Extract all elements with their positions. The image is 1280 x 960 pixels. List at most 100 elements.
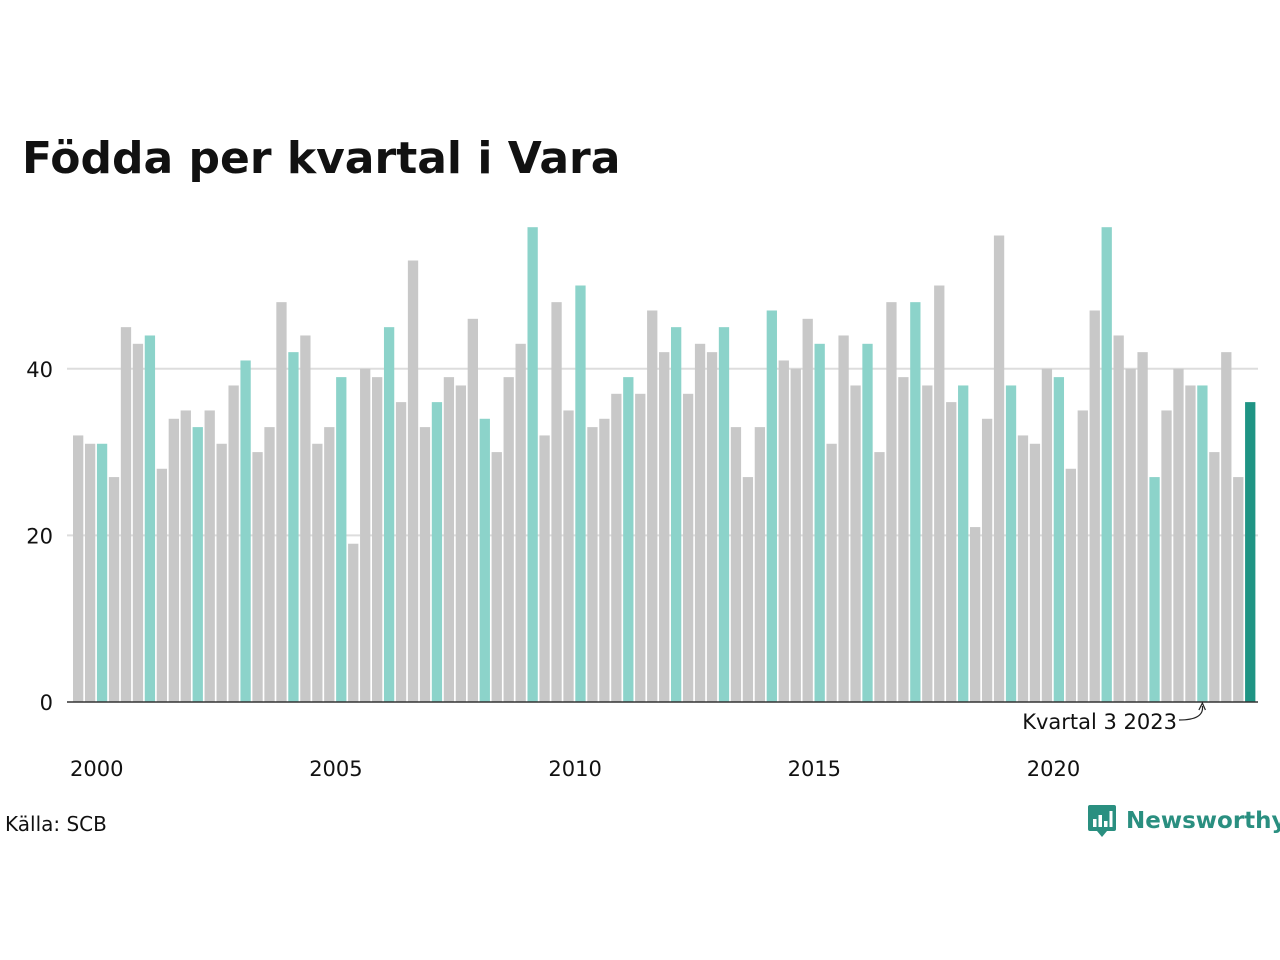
bar xyxy=(563,410,574,702)
bar xyxy=(395,402,407,702)
bar xyxy=(802,318,813,702)
bar xyxy=(348,543,359,702)
brand-name: Newsworthy xyxy=(1126,808,1280,834)
bar xyxy=(946,402,957,702)
bar xyxy=(1005,385,1017,702)
bar xyxy=(742,477,754,702)
bar xyxy=(934,285,945,702)
bar xyxy=(503,377,514,702)
axes: 0 20 40 2000 2005 2010 2015 2020 xyxy=(26,358,1258,781)
bar xyxy=(264,427,275,702)
bar xyxy=(228,385,239,702)
bar xyxy=(671,327,682,702)
bar xyxy=(132,343,144,702)
bar xyxy=(120,327,132,702)
x-tick-label: 2010 xyxy=(548,757,601,781)
bar xyxy=(922,385,933,702)
bar xyxy=(336,377,347,702)
bar xyxy=(1053,377,1065,702)
bar xyxy=(778,360,789,702)
bar xyxy=(431,402,443,702)
annotation-arrowhead xyxy=(1198,701,1206,711)
bar xyxy=(1041,368,1053,702)
brand-logo: Newsworthy xyxy=(1087,803,1280,839)
bar xyxy=(1233,477,1244,702)
bar xyxy=(970,527,981,702)
bar xyxy=(551,302,562,702)
bar xyxy=(527,227,538,702)
bar xyxy=(910,302,921,702)
bar xyxy=(718,327,730,702)
y-tick-label: 20 xyxy=(26,524,53,548)
bar xyxy=(96,443,108,702)
bar xyxy=(1245,402,1256,702)
bar xyxy=(790,368,801,702)
bar xyxy=(958,385,969,702)
bar xyxy=(599,418,610,702)
bar xyxy=(1185,385,1196,702)
annotation-label: Kvartal 3 2023 xyxy=(1022,710,1177,734)
annotation: Kvartal 3 2023 xyxy=(1022,701,1206,734)
bar xyxy=(491,452,502,702)
bar xyxy=(180,410,191,702)
bar xyxy=(312,443,323,702)
bar xyxy=(240,360,251,702)
bar xyxy=(1221,352,1232,702)
bar xyxy=(479,418,490,702)
bar xyxy=(587,427,598,702)
bar xyxy=(515,343,526,702)
bar xyxy=(730,427,742,702)
bar xyxy=(539,435,550,702)
bar xyxy=(1017,435,1029,702)
bar xyxy=(1173,368,1184,702)
bar xyxy=(694,343,706,702)
bar xyxy=(1077,410,1088,702)
bar xyxy=(1029,443,1041,702)
bar xyxy=(1209,452,1220,702)
chart-title: Födda per kvartal i Vara xyxy=(22,133,621,184)
bar xyxy=(898,377,909,702)
bar xyxy=(455,385,467,702)
bar xyxy=(144,335,156,702)
bar xyxy=(360,368,371,702)
bar xyxy=(73,435,84,702)
bar xyxy=(814,343,825,702)
bar xyxy=(635,393,646,702)
bar xyxy=(276,302,287,702)
bar xyxy=(1101,227,1112,702)
bar xyxy=(324,427,335,702)
bar xyxy=(443,377,455,702)
source-label: Källa: SCB xyxy=(5,812,107,836)
x-tick-label: 2020 xyxy=(1027,757,1080,781)
bar xyxy=(682,393,694,702)
bar xyxy=(826,443,837,702)
bar xyxy=(1149,477,1160,702)
bar xyxy=(108,477,120,702)
bar xyxy=(886,302,897,702)
x-tick-label: 2000 xyxy=(70,757,123,781)
bar xyxy=(288,352,299,702)
x-tick-label: 2005 xyxy=(309,757,362,781)
bar xyxy=(706,352,718,702)
bar xyxy=(659,352,670,702)
bar xyxy=(1065,468,1076,702)
bar xyxy=(1161,410,1172,702)
newsworthy-logo-icon xyxy=(1088,805,1116,837)
bar xyxy=(372,377,383,702)
bar xyxy=(1113,335,1124,702)
bar xyxy=(1137,352,1148,702)
bar xyxy=(407,260,419,702)
bar xyxy=(383,327,395,702)
bar xyxy=(981,418,993,702)
bar xyxy=(156,468,168,702)
bar xyxy=(84,443,96,702)
y-tick-label: 0 xyxy=(40,691,53,715)
bar xyxy=(419,427,431,702)
bar xyxy=(766,310,777,702)
bar xyxy=(1197,385,1208,702)
bar xyxy=(575,285,586,702)
bar xyxy=(611,393,622,702)
bar xyxy=(623,377,634,702)
annotation-arrow xyxy=(1178,705,1204,721)
